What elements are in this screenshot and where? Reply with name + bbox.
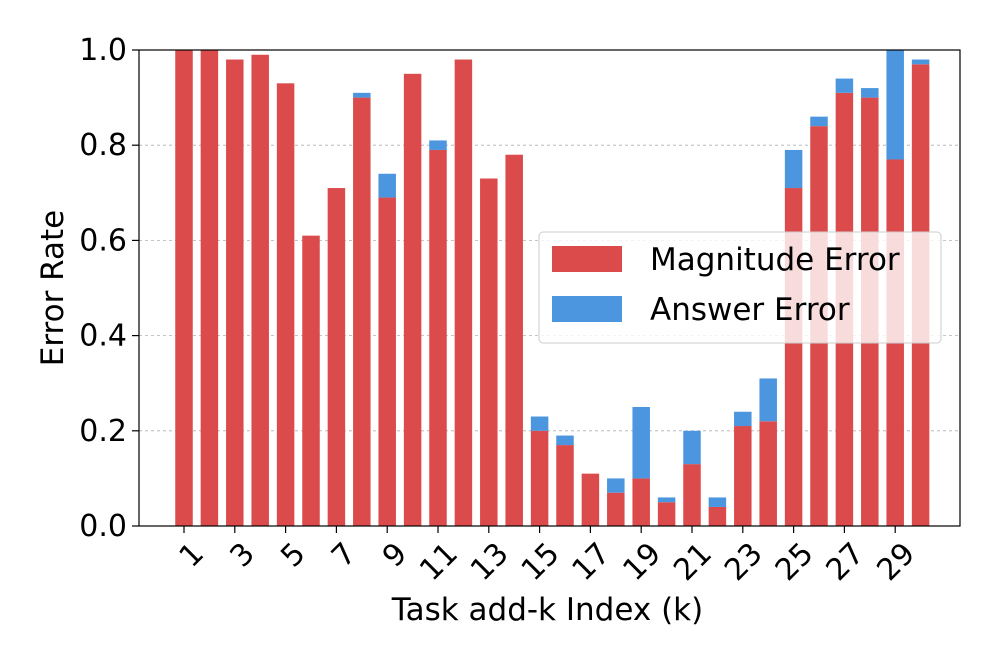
x-tick-label: 9 [376,536,414,574]
bar-magnitude-error-15 [530,430,549,526]
x-tick-label: 3 [223,536,261,574]
bar-answer-error-29 [886,50,904,160]
x-tick-label: 1 [173,536,211,574]
bar-answer-error-30 [911,59,930,65]
bar-answer-error-25 [784,149,803,189]
x-tick-label: 23 [718,536,770,588]
y-axis-label: Error Rate [35,210,71,367]
x-axis: 1 3 5 7 9 11 13 15 17 19 21 23 25 27 29 [173,526,922,588]
y-tick-label: 0.4 [79,319,127,354]
bar-magnitude-error-8 [353,97,371,526]
bar-magnitude-error-16 [556,445,574,526]
legend-swatch-answer-error [552,296,622,322]
bar-answer-error-16 [556,435,574,446]
legend-label-magnitude-error: Magnitude Error [650,242,900,278]
bar-answer-error-27 [835,78,854,93]
plot-frame [138,49,961,527]
y-tick-label: 0.0 [79,509,127,544]
bar-answer-error-18 [607,478,625,493]
bars [175,50,930,527]
bar-answer-error-23 [734,411,752,427]
bar-magnitude-error-1 [175,50,193,526]
bar-magnitude-error-23 [734,426,752,526]
bar-magnitude-error-7 [327,188,346,527]
bar-answer-error-26 [810,116,828,127]
x-tick-label: 21 [667,536,719,588]
bar-answer-error-20 [657,497,676,503]
bar-answer-error-11 [429,140,447,150]
bar-answer-error-9 [378,173,396,198]
y-tick-label: 0.8 [79,128,127,163]
bar-magnitude-error-3 [226,59,244,527]
bar-magnitude-error-21 [683,464,701,526]
bar-magnitude-error-14 [505,154,523,526]
bar-magnitude-error-22 [708,506,727,526]
bar-magnitude-error-17 [581,473,600,526]
x-axis-label: Task add-k Index (k) [391,592,703,628]
x-tick-label: 29 [870,536,922,588]
y-tick-label: 1.0 [79,33,127,68]
bar-answer-error-28 [861,88,879,98]
bar-magnitude-error-9 [378,197,396,526]
bar-magnitude-error-2 [200,50,219,526]
bar-answer-error-22 [708,497,727,507]
y-axis: 0.0 0.2 0.4 0.6 0.8 1.0 [79,33,139,544]
bar-answer-error-21 [683,430,701,465]
legend-swatch-magnitude-error [552,246,622,272]
bar-magnitude-error-11 [429,149,447,526]
x-tick-label: 13 [464,536,516,588]
y-tick-label: 0.2 [79,414,127,449]
legend-label-answer-error: Answer Error [650,292,850,328]
x-tick-label: 19 [616,536,668,588]
x-tick-label: 5 [274,536,312,574]
bar-magnitude-error-5 [276,83,295,526]
bar-magnitude-error-12 [454,59,473,527]
bar-magnitude-error-20 [657,502,676,526]
bar-answer-error-8 [353,92,371,98]
bar-magnitude-error-19 [632,478,650,526]
bar-magnitude-error-13 [480,178,498,526]
bar-magnitude-error-4 [251,54,269,526]
x-tick-label: 25 [769,536,821,588]
bar-answer-error-15 [530,416,549,431]
bar-answer-error-19 [632,407,650,479]
x-tick-label: 17 [566,536,618,588]
bar-magnitude-error-18 [607,492,625,526]
x-tick-label: 15 [515,536,567,588]
bar-magnitude-error-10 [403,73,422,527]
bar-answer-error-24 [759,378,777,422]
x-tick-label: 7 [325,536,363,574]
legend: Magnitude Error Answer Error [538,231,942,344]
legend-box [538,231,942,344]
x-tick-label: 11 [413,536,465,588]
y-tick-label: 0.6 [79,223,127,258]
bar-magnitude-error-24 [759,421,777,526]
x-tick-label: 27 [820,536,872,588]
bar-magnitude-error-6 [302,235,320,526]
